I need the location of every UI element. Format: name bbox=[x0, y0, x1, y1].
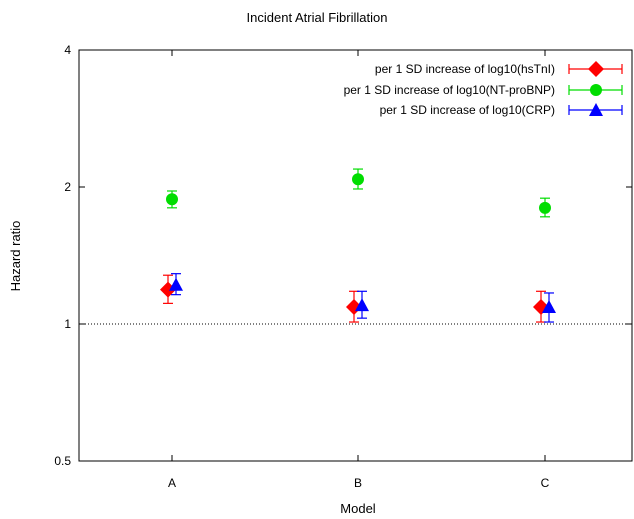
y-tick-label: 1 bbox=[64, 317, 71, 331]
data-point bbox=[166, 193, 178, 206]
legend-label: per 1 SD increase of log10(CRP) bbox=[380, 103, 555, 117]
chart-title: Incident Atrial Fibrillation bbox=[247, 10, 388, 25]
legend-marker bbox=[590, 84, 602, 96]
data-point bbox=[539, 201, 551, 214]
data-point bbox=[355, 298, 369, 312]
x-axis-label: Model bbox=[340, 501, 376, 516]
plot-frame bbox=[78, 49, 633, 462]
plot-area: 0.5 1 2 4 A B C bbox=[54, 43, 632, 490]
y-tick-label: 4 bbox=[64, 43, 71, 57]
y-tick-label: 2 bbox=[64, 180, 71, 194]
y-axis-label: Hazard ratio bbox=[8, 221, 23, 292]
x-tick-label: C bbox=[541, 476, 550, 490]
data-point bbox=[352, 173, 364, 186]
x-tick-label: A bbox=[168, 476, 176, 490]
x-tick-label: B bbox=[354, 476, 362, 490]
legend-marker bbox=[589, 103, 603, 116]
legend-marker bbox=[588, 61, 604, 77]
data-point bbox=[542, 299, 556, 313]
legend-label: per 1 SD increase of log10(NT-proBNP) bbox=[344, 83, 555, 97]
data-point bbox=[169, 277, 183, 291]
legend: per 1 SD increase of log10(hsTnI) per 1 S… bbox=[344, 61, 623, 117]
y-tick-label: 0.5 bbox=[54, 454, 71, 468]
legend-label: per 1 SD increase of log10(hsTnI) bbox=[375, 62, 555, 76]
